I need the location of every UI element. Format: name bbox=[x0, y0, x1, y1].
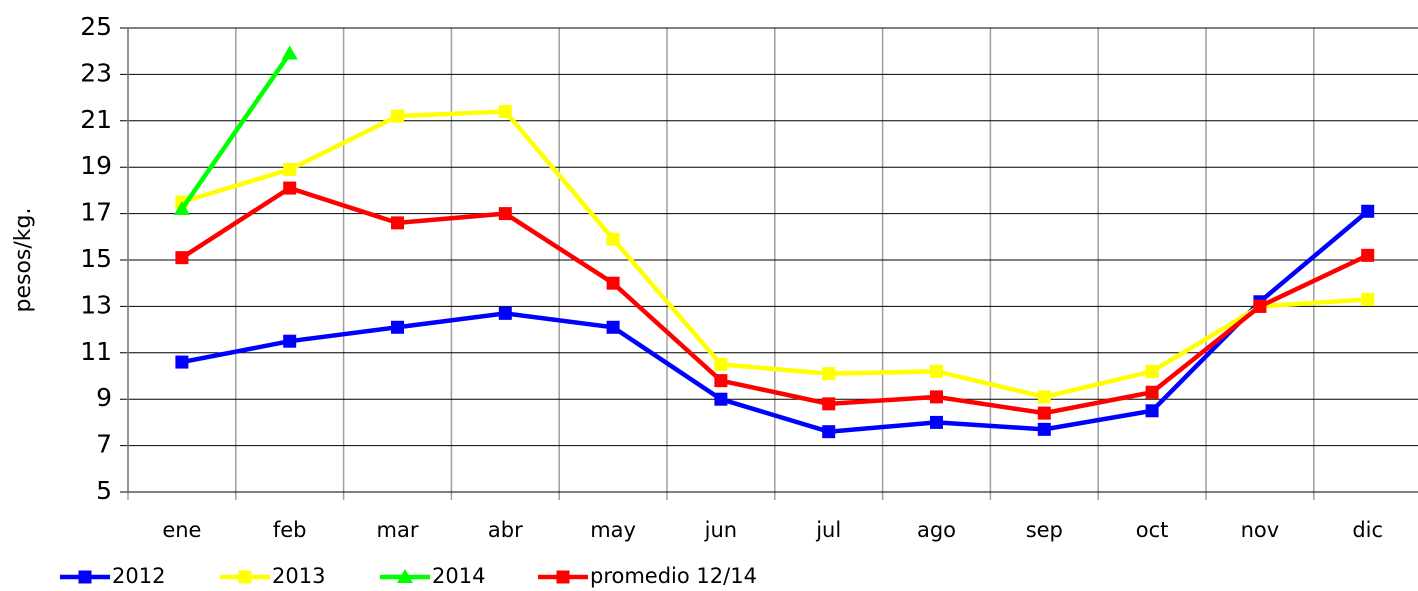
x-tick-label: sep bbox=[1026, 518, 1063, 542]
x-tick-label: jun bbox=[704, 518, 737, 542]
data-point bbox=[498, 207, 512, 221]
legend-marker bbox=[556, 570, 570, 584]
data-point bbox=[606, 320, 620, 334]
data-point bbox=[1361, 204, 1375, 218]
data-point bbox=[930, 415, 943, 429]
x-tick-label: nov bbox=[1241, 518, 1280, 542]
data-point bbox=[283, 334, 297, 348]
data-point bbox=[930, 364, 943, 378]
legend-marker bbox=[78, 570, 92, 584]
series-line bbox=[181, 209, 1370, 434]
x-tick-label: feb bbox=[273, 518, 307, 542]
data-point bbox=[175, 355, 189, 369]
series-line bbox=[180, 185, 1369, 416]
data-point bbox=[1253, 299, 1267, 313]
data-point bbox=[1037, 422, 1051, 436]
y-tick-label: 25 bbox=[80, 12, 112, 41]
data-point bbox=[1145, 364, 1159, 378]
data-point bbox=[930, 390, 943, 404]
data-point bbox=[281, 45, 298, 60]
data-point bbox=[173, 200, 190, 215]
y-tick-label: 9 bbox=[96, 383, 112, 412]
data-point bbox=[1037, 406, 1051, 420]
x-tick-label: oct bbox=[1136, 518, 1169, 542]
y-tick-label: 5 bbox=[96, 476, 112, 505]
data-point bbox=[391, 109, 404, 123]
data-point bbox=[391, 216, 404, 230]
data-point bbox=[283, 181, 297, 195]
legend-marker bbox=[397, 569, 413, 583]
data-point bbox=[391, 320, 404, 334]
x-tick-label: ago bbox=[917, 518, 956, 542]
x-tick-label: mar bbox=[377, 518, 419, 542]
y-tick-label: 11 bbox=[80, 337, 112, 366]
y-tick-label: 13 bbox=[80, 290, 112, 319]
data-point bbox=[822, 367, 836, 381]
y-tick-label: 23 bbox=[80, 58, 112, 87]
data-point bbox=[1145, 385, 1159, 399]
data-point bbox=[175, 251, 189, 265]
y-tick-label: 15 bbox=[80, 244, 112, 273]
series-line bbox=[180, 52, 292, 211]
legend-label: 2012 bbox=[112, 564, 165, 588]
data-point bbox=[283, 163, 297, 177]
legend-marker bbox=[238, 570, 252, 584]
y-tick-label: 21 bbox=[80, 105, 112, 134]
data-point bbox=[498, 105, 512, 119]
data-point bbox=[822, 425, 836, 439]
data-point bbox=[606, 232, 620, 246]
data-point bbox=[714, 374, 728, 388]
y-tick-label: 17 bbox=[80, 198, 112, 227]
data-point bbox=[1037, 390, 1051, 404]
y-tick-label: 7 bbox=[96, 430, 112, 459]
x-tick-label: may bbox=[590, 518, 636, 542]
data-point bbox=[498, 306, 512, 320]
legend-label: 2013 bbox=[272, 564, 325, 588]
data-point bbox=[1361, 248, 1375, 262]
data-point bbox=[606, 276, 620, 290]
x-tick-label: ene bbox=[162, 518, 201, 542]
data-point bbox=[1145, 404, 1159, 418]
x-tick-label: jul bbox=[815, 518, 841, 542]
data-point bbox=[714, 392, 728, 406]
series-line bbox=[181, 109, 1368, 400]
x-tick-label: dic bbox=[1352, 518, 1383, 542]
data-point bbox=[1361, 292, 1375, 306]
y-axis-label: pesos/kg. bbox=[11, 208, 36, 313]
data-point bbox=[822, 397, 836, 411]
legend-label: 2014 bbox=[432, 564, 485, 588]
y-tick-label: 19 bbox=[80, 151, 112, 180]
data-point bbox=[714, 357, 728, 371]
legend-label: promedio 12/14 bbox=[590, 564, 757, 588]
x-tick-label: abr bbox=[488, 518, 523, 542]
